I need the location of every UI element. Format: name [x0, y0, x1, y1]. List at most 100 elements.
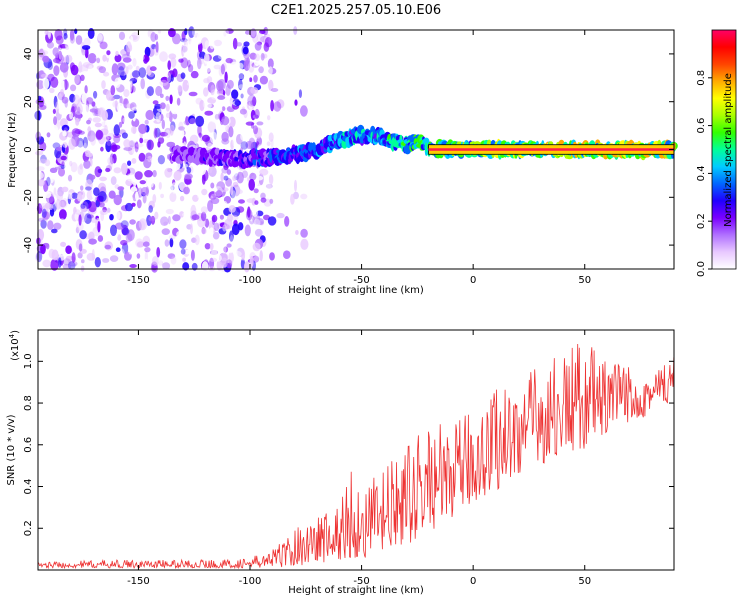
snr-scale-close: ) — [10, 330, 21, 334]
noise-blob — [262, 120, 271, 127]
noise-blob — [242, 46, 249, 55]
noise-blob — [95, 130, 104, 140]
noise-blob — [115, 210, 121, 221]
spectrogram-y-ticks: -40 -20 0 20 40 — [23, 48, 674, 253]
noise-blob — [83, 104, 89, 113]
noise-blob — [71, 221, 78, 228]
noise-blob — [135, 191, 139, 201]
noise-blob — [81, 45, 91, 50]
noise-blob — [234, 248, 239, 258]
noise-blob — [83, 144, 92, 151]
noise-blob — [148, 216, 156, 222]
noise-blob — [250, 87, 259, 94]
noise-blob — [159, 93, 164, 99]
noise-blob — [69, 33, 75, 44]
noise-blob — [170, 74, 174, 82]
noise-blob — [39, 141, 47, 152]
noise-blob — [113, 112, 118, 121]
noise-blob — [263, 214, 270, 221]
noise-blob — [165, 103, 170, 112]
noise-blob — [228, 205, 236, 213]
noise-blob — [228, 126, 234, 138]
noise-blob — [53, 116, 58, 126]
noise-blob — [84, 47, 89, 59]
noise-blob — [197, 241, 206, 246]
noise-blob — [172, 112, 178, 120]
noise-blob — [140, 78, 145, 90]
noise-blob — [38, 217, 44, 222]
noise-blob — [294, 179, 297, 192]
snr-border — [37, 329, 675, 571]
noise-blob — [192, 27, 198, 37]
noise-blob — [113, 135, 121, 144]
noise-blob — [40, 73, 49, 78]
noise-blob — [207, 142, 213, 149]
noise-blob — [233, 250, 242, 257]
noise-blob — [99, 209, 109, 216]
noise-blob — [142, 193, 147, 204]
noise-blob — [151, 256, 159, 266]
noise-blob — [214, 254, 222, 262]
noise-blob — [172, 214, 181, 222]
y-tick-label: 20 — [23, 95, 34, 108]
noise-blob — [237, 222, 244, 231]
noise-blob — [131, 158, 137, 164]
noise-blob — [230, 139, 234, 150]
noise-blob — [69, 62, 76, 72]
noise-blob — [67, 181, 72, 190]
noise-blob — [121, 115, 125, 125]
noise-blob — [217, 95, 226, 100]
spectrogram-x-label: Height of straight line (km) — [288, 285, 424, 296]
noise-blob — [189, 118, 196, 125]
noise-blob — [103, 71, 110, 77]
y-tick-label: -20 — [23, 189, 34, 205]
noise-blob — [240, 132, 249, 142]
noise-blob — [182, 211, 192, 218]
noise-blob — [245, 30, 251, 35]
x-tick-label: 0 — [470, 275, 476, 286]
noise-blob — [266, 141, 271, 146]
noise-blob — [104, 135, 109, 142]
noise-blob — [97, 107, 105, 118]
noise-blob — [250, 28, 257, 39]
noise-blob — [44, 69, 50, 74]
colorbar-tick-label: 0.2 — [696, 213, 707, 229]
noise-blob — [190, 204, 197, 217]
noise-blob — [300, 238, 309, 250]
noise-blob — [178, 126, 185, 131]
noise-blob — [42, 259, 51, 268]
noise-blob — [197, 57, 202, 70]
noise-blob — [247, 94, 257, 107]
noise-blob — [131, 70, 141, 78]
noise-blob — [153, 127, 158, 139]
noise-blob — [99, 176, 107, 182]
noise-blob — [246, 198, 255, 204]
noise-blob — [82, 136, 88, 149]
noise-blob — [125, 202, 133, 212]
noise-blob — [269, 198, 274, 204]
noise-blob — [214, 113, 220, 121]
noise-blob — [194, 234, 200, 246]
noise-blob — [70, 84, 77, 92]
noise-blob — [135, 238, 144, 248]
noise-blob — [159, 51, 168, 62]
noise-blob — [45, 243, 50, 250]
noise-blob — [197, 124, 202, 136]
noise-blob — [49, 167, 58, 173]
noise-blob — [159, 131, 168, 137]
noise-blob — [134, 98, 142, 107]
noise-blob — [294, 99, 298, 106]
x-tick-label: 50 — [578, 275, 591, 286]
noise-blob — [252, 207, 259, 217]
noise-blob — [60, 241, 67, 247]
noise-blob — [221, 106, 226, 112]
noise-blob — [160, 193, 165, 199]
noise-blob — [165, 112, 171, 119]
noise-blob — [90, 135, 96, 146]
noise-blob — [231, 223, 240, 236]
noise-blob — [188, 64, 194, 73]
colorbar-tick-label: 0.6 — [696, 118, 707, 134]
x-tick-label: 50 — [578, 576, 591, 587]
noise-blob — [204, 40, 209, 49]
noise-blob — [201, 188, 208, 196]
